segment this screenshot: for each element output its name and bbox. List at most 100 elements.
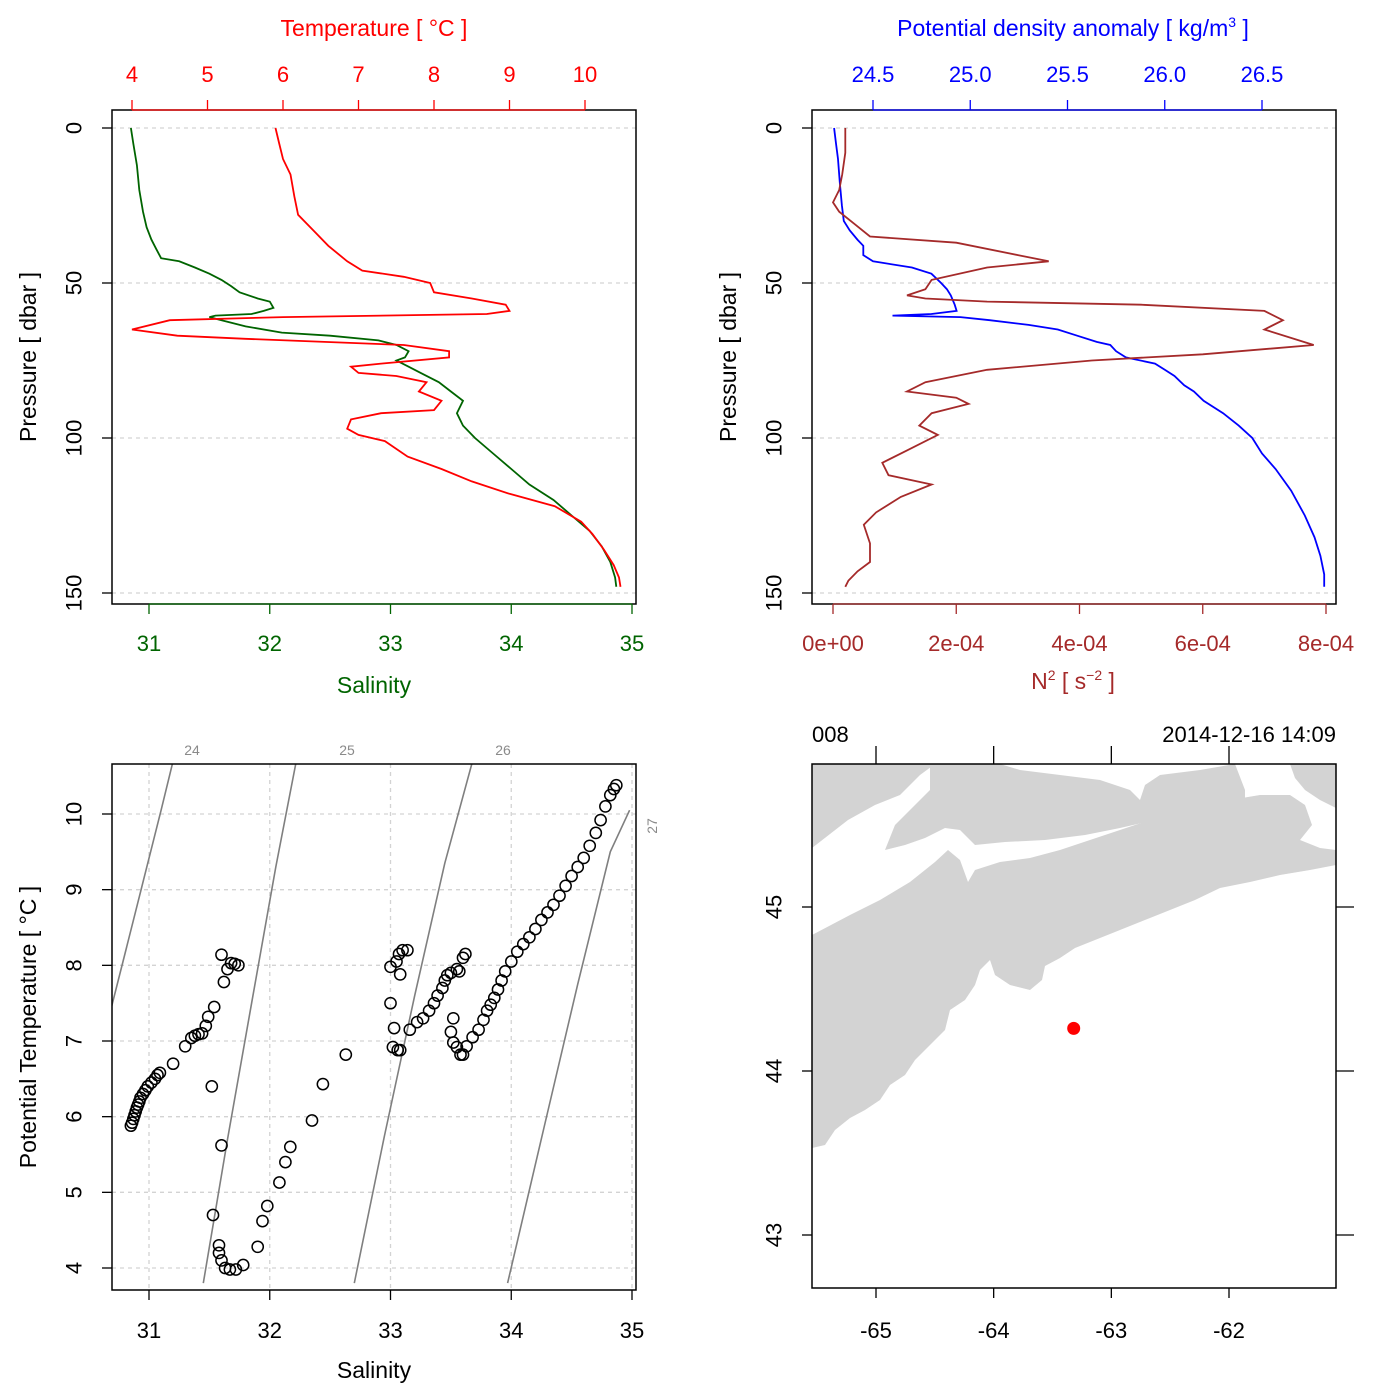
ts-point <box>387 1021 401 1035</box>
y-tick-label: 10 <box>62 802 87 826</box>
lon-tick-label: -65 <box>860 1318 892 1343</box>
y-tick-label: 100 <box>62 420 87 457</box>
station-marker <box>1067 1021 1081 1035</box>
ts-point <box>217 975 231 989</box>
ts-point <box>256 1214 269 1228</box>
x-axis-title-salinity: Salinity <box>337 672 412 698</box>
y-tick-label: 150 <box>762 575 787 612</box>
salinity-temperature-panel: 0 50 100 150 Pressure [ dbar ] 31 32 33 34 35 Sali… <box>15 15 644 698</box>
ts-point <box>339 1048 353 1061</box>
ts-point <box>529 922 542 936</box>
station-time-label: 2014-12-16 14:09 <box>1162 722 1336 747</box>
ts-point <box>236 1258 250 1272</box>
title-part: Potential Temperature [ <box>15 924 41 1168</box>
ts-point <box>472 1023 485 1037</box>
ts-point <box>229 1263 243 1276</box>
isopycnal-line <box>112 764 174 1009</box>
top-tick-label: 8 <box>428 62 440 87</box>
ts-point <box>446 1011 460 1025</box>
ts-point <box>565 869 578 883</box>
ts-point <box>393 1043 407 1057</box>
y-tick-label: 6 <box>62 1111 87 1123</box>
ts-point <box>541 906 554 919</box>
ts-point <box>523 930 536 944</box>
ts-point <box>487 991 501 1005</box>
y-tick-label: 5 <box>62 1186 87 1198</box>
x-tick-label: 33 <box>378 1318 402 1343</box>
ts-point <box>195 1027 209 1040</box>
title-part: −2 <box>1086 667 1102 683</box>
temperature-line <box>131 127 622 587</box>
land-cape-breton <box>1290 764 1336 808</box>
map-land-group <box>812 764 1336 1148</box>
x-tick-label: 4e-04 <box>1051 631 1107 656</box>
y-tick-label: 0 <box>62 122 87 134</box>
ts-point <box>279 1155 292 1169</box>
ts-point <box>450 1040 464 1054</box>
ts-point <box>141 1080 155 1093</box>
isopycnal-line <box>202 764 297 1284</box>
title-part: ] <box>1102 668 1115 694</box>
ts-point <box>516 937 530 951</box>
ts-point <box>459 947 472 961</box>
ts-point <box>535 913 548 927</box>
y-tick-label: 9 <box>62 884 87 896</box>
ts-point <box>232 958 245 972</box>
title-part: ] <box>15 886 41 899</box>
ts-point <box>436 981 449 995</box>
ts-point <box>609 778 623 792</box>
x-tick-label: 0e+00 <box>802 631 864 656</box>
ts-point <box>151 1068 164 1082</box>
ts-point <box>559 879 572 893</box>
ts-point <box>589 826 603 840</box>
ts-point <box>390 955 403 968</box>
ts-point <box>215 1254 228 1267</box>
isopycnal-label: 24 <box>184 742 200 758</box>
ts-point <box>215 948 228 962</box>
x-tick-label: 34 <box>499 1318 523 1343</box>
density-line <box>833 127 1326 587</box>
ts-point <box>456 1048 470 1061</box>
isopycnal-label: 26 <box>495 742 511 758</box>
ts-point <box>199 1019 213 1033</box>
ts-point <box>452 965 466 978</box>
top-tick-label: 25.5 <box>1046 62 1089 87</box>
top-tick-label: 4 <box>126 62 138 87</box>
top-tick-label: 26.5 <box>1241 62 1284 87</box>
top-tick-label: 10 <box>573 62 597 87</box>
y-tick-label: 50 <box>762 271 787 295</box>
n2-line <box>831 128 1314 588</box>
ts-point <box>283 1140 297 1154</box>
ts-point <box>571 860 585 874</box>
lat-tick-label: 44 <box>762 1059 787 1083</box>
top-tick-label: 26.0 <box>1143 62 1186 87</box>
x-axis-title-temperature: Temperature [ °C ] <box>281 15 468 41</box>
ts-point <box>273 1176 286 1189</box>
y-tick-label: 4 <box>62 1262 87 1274</box>
ts-point <box>427 996 441 1010</box>
top-tick-label: 25.0 <box>949 62 992 87</box>
title-part: N <box>1031 668 1048 694</box>
ts-point <box>305 1114 319 1127</box>
lon-tick-label: -63 <box>1095 1318 1127 1343</box>
top-tick-label: 7 <box>352 62 364 87</box>
ts-point <box>396 943 409 957</box>
land-north-shore <box>885 764 1245 850</box>
ts-point <box>178 1039 192 1053</box>
x-axis-title: Salinity <box>337 1357 412 1383</box>
title-end: ] <box>455 15 468 41</box>
x-axis-title-density: Potential density anomaly [ kg/m3 ] <box>897 14 1249 41</box>
lon-tick-label: -62 <box>1213 1318 1245 1343</box>
ts-point <box>444 1025 458 1039</box>
title-part: °C <box>15 899 41 925</box>
ts-point <box>401 943 414 957</box>
ts-point <box>207 1000 221 1014</box>
x-tick-label: 31 <box>137 631 161 656</box>
lon-tick-label: -64 <box>978 1318 1010 1343</box>
x-tick-label: 31 <box>137 1318 161 1343</box>
ts-point <box>403 1023 417 1037</box>
title-part: Temperature [ <box>281 15 429 41</box>
plot-frame <box>811 109 1337 605</box>
density-n2-panel: 0 50 100 150 Pressure [ dbar ] 0e+00 2e-04 4e-0… <box>715 14 1354 694</box>
